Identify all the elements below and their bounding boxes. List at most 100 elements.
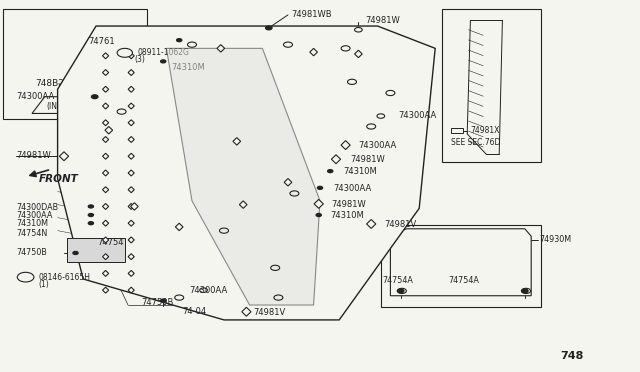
Text: 74310M: 74310M [172, 63, 205, 72]
Polygon shape [128, 203, 134, 209]
Polygon shape [60, 152, 68, 161]
Polygon shape [102, 120, 109, 126]
Polygon shape [58, 26, 435, 320]
Text: 748B2R: 748B2R [35, 79, 70, 88]
Bar [67, 238, 125, 262]
Polygon shape [128, 86, 134, 92]
Polygon shape [102, 203, 109, 209]
Polygon shape [128, 137, 134, 142]
Polygon shape [242, 307, 251, 316]
Text: 74761: 74761 [88, 37, 115, 46]
Circle shape [317, 186, 323, 189]
Text: N: N [122, 48, 128, 57]
Text: 74310M: 74310M [344, 167, 378, 176]
Circle shape [88, 205, 93, 208]
Text: 74300AA: 74300AA [398, 111, 436, 120]
Text: 74300AA: 74300AA [16, 211, 52, 220]
Circle shape [73, 251, 78, 254]
Polygon shape [131, 203, 138, 210]
Bar [451, 128, 463, 133]
Text: (INSULATOR-FUSIBLE): (INSULATOR-FUSIBLE) [46, 102, 129, 110]
Polygon shape [128, 103, 134, 109]
Polygon shape [390, 229, 531, 296]
Text: FRONT: FRONT [38, 174, 78, 183]
Text: (3): (3) [134, 55, 145, 64]
Polygon shape [102, 254, 109, 260]
Polygon shape [105, 126, 113, 134]
Text: 74981W: 74981W [351, 155, 385, 164]
Polygon shape [355, 50, 362, 58]
Text: 74300AA: 74300AA [358, 141, 397, 150]
Circle shape [316, 214, 321, 217]
Text: 74754N: 74754N [16, 229, 47, 238]
Text: 74300AA: 74300AA [333, 184, 371, 193]
Polygon shape [128, 153, 134, 159]
Polygon shape [32, 97, 118, 113]
Polygon shape [102, 287, 109, 293]
Text: 74754A: 74754A [448, 276, 479, 285]
Text: 74981V: 74981V [384, 220, 416, 229]
Polygon shape [175, 223, 183, 231]
Circle shape [522, 289, 528, 293]
Text: 08911-1062G: 08911-1062G [138, 48, 189, 57]
Polygon shape [102, 103, 109, 109]
Circle shape [117, 48, 132, 57]
Circle shape [397, 289, 404, 293]
Polygon shape [102, 153, 109, 159]
Circle shape [161, 60, 166, 63]
Polygon shape [128, 170, 134, 176]
Polygon shape [166, 48, 320, 305]
Polygon shape [239, 201, 247, 208]
Polygon shape [128, 70, 134, 76]
Text: 74754: 74754 [97, 238, 124, 247]
Circle shape [161, 299, 166, 302]
Text: 74750B: 74750B [141, 298, 173, 307]
Text: 74981V: 74981V [253, 308, 285, 317]
Text: 74300AA: 74300AA [189, 286, 227, 295]
Polygon shape [128, 53, 134, 59]
Polygon shape [102, 53, 109, 59]
Polygon shape [102, 70, 109, 76]
Text: (1): (1) [38, 280, 49, 289]
Polygon shape [341, 141, 350, 150]
Polygon shape [102, 237, 109, 243]
Text: 74930M: 74930M [540, 235, 572, 244]
Text: 74981X: 74981X [470, 126, 500, 135]
Polygon shape [102, 170, 109, 176]
Text: 748: 748 [560, 352, 584, 361]
Circle shape [88, 222, 93, 225]
Text: 74300AA: 74300AA [16, 92, 54, 101]
Text: 74981W: 74981W [332, 200, 366, 209]
Circle shape [92, 95, 98, 99]
Polygon shape [217, 45, 225, 52]
Polygon shape [128, 187, 134, 193]
Text: 08146-6165H: 08146-6165H [38, 273, 90, 282]
Polygon shape [102, 270, 109, 276]
Bar [3, 9, 147, 119]
Text: SEE SEC.76D: SEE SEC.76D [451, 138, 500, 147]
Polygon shape [128, 287, 134, 293]
Text: 74300DAB: 74300DAB [16, 203, 58, 212]
Text: 74981W: 74981W [365, 16, 399, 25]
Circle shape [177, 39, 182, 42]
Polygon shape [128, 237, 134, 243]
Polygon shape [102, 220, 109, 226]
Polygon shape [102, 187, 109, 193]
Text: B: B [23, 273, 28, 282]
Bar [381, 225, 541, 307]
Text: 74-04: 74-04 [182, 307, 207, 316]
Text: 74310M: 74310M [16, 219, 48, 228]
Circle shape [266, 26, 272, 30]
Text: 74981W: 74981W [16, 151, 51, 160]
Polygon shape [102, 86, 109, 92]
Polygon shape [128, 120, 134, 126]
Polygon shape [102, 137, 109, 142]
Circle shape [88, 214, 93, 217]
Text: 74310M: 74310M [330, 211, 364, 220]
Polygon shape [332, 155, 340, 164]
Polygon shape [367, 219, 376, 228]
Polygon shape [314, 199, 323, 208]
Text: 74750B: 74750B [16, 248, 47, 257]
Polygon shape [284, 179, 292, 186]
Polygon shape [128, 254, 134, 260]
